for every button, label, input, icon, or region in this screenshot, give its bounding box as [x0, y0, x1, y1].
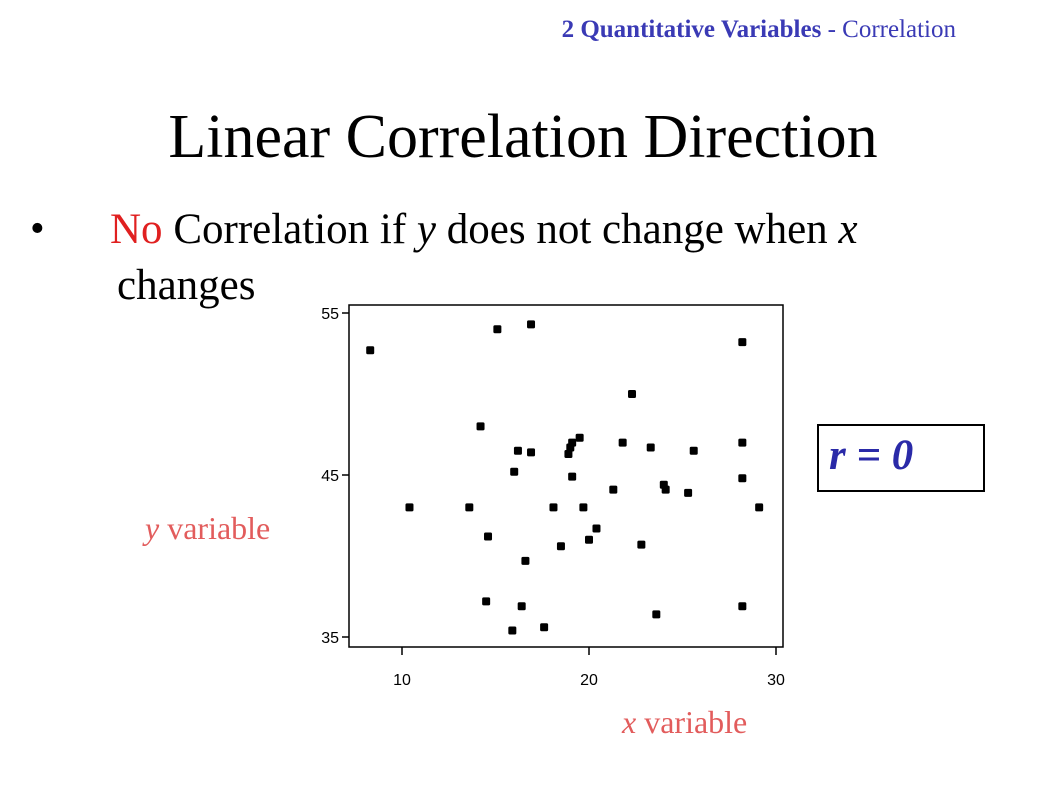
data-point [618, 438, 627, 447]
data-point [527, 448, 536, 457]
data-point [689, 446, 698, 455]
y-axis-label: y variable [145, 510, 271, 546]
data-point [738, 602, 747, 611]
bullet-text: No Correlation if y does not change when… [110, 202, 990, 314]
r-value-box: r = 0 [817, 424, 985, 492]
data-point [592, 524, 601, 533]
data-point [579, 503, 588, 512]
header-topic: 2 Quantitative Variables [561, 16, 822, 43]
data-point [510, 467, 519, 476]
data-point [366, 346, 375, 355]
data-point [575, 433, 584, 442]
data-point [493, 325, 502, 334]
data-point [521, 556, 530, 565]
data-point [609, 485, 618, 494]
data-point [476, 422, 485, 431]
bullet-line2: changes [117, 262, 256, 309]
data-point [517, 602, 526, 611]
data-point [646, 443, 655, 452]
var-y: y [416, 206, 437, 253]
bullet-symbol: • [30, 206, 45, 252]
data-point [684, 488, 693, 497]
data-point [527, 320, 536, 329]
x-axis-label: x variable [622, 704, 748, 740]
header-subtopic: - Correlation [821, 16, 956, 43]
slide-title: Linear Correlation Direction [168, 103, 878, 171]
plot-frame [348, 304, 784, 648]
data-point [564, 449, 573, 458]
data-point [637, 540, 646, 549]
x-tick-label: 30 [767, 672, 785, 689]
data-point [661, 485, 670, 494]
data-point [628, 390, 637, 398]
data-point [513, 446, 522, 455]
bullet-text-b: does not change when [436, 206, 839, 253]
data-point [568, 472, 577, 481]
data-point [568, 438, 577, 447]
data-point [482, 597, 491, 606]
data-point [405, 503, 414, 512]
data-point [540, 623, 549, 632]
y-tick-label: 35 [321, 630, 339, 647]
var-x: x [838, 206, 858, 253]
highlight-word: No [110, 206, 163, 253]
x-tick-label: 20 [580, 672, 598, 689]
y-tick-label: 45 [321, 468, 339, 485]
data-point [738, 438, 747, 447]
data-point [549, 503, 558, 512]
r-value: r = 0 [829, 432, 914, 479]
data-point [738, 474, 747, 483]
data-point [508, 626, 517, 635]
data-point [738, 338, 747, 347]
bullet-text-a: Correlation if [162, 206, 417, 253]
data-point [585, 535, 593, 544]
y-tick-label: 55 [321, 306, 339, 323]
data-point [484, 532, 493, 541]
data-point [755, 503, 764, 512]
data-point [556, 542, 565, 551]
data-point [465, 503, 474, 512]
slide-header: 2 Quantitative Variables - Correlation [562, 16, 956, 44]
x-tick-label: 10 [393, 672, 411, 689]
data-point [652, 610, 661, 619]
